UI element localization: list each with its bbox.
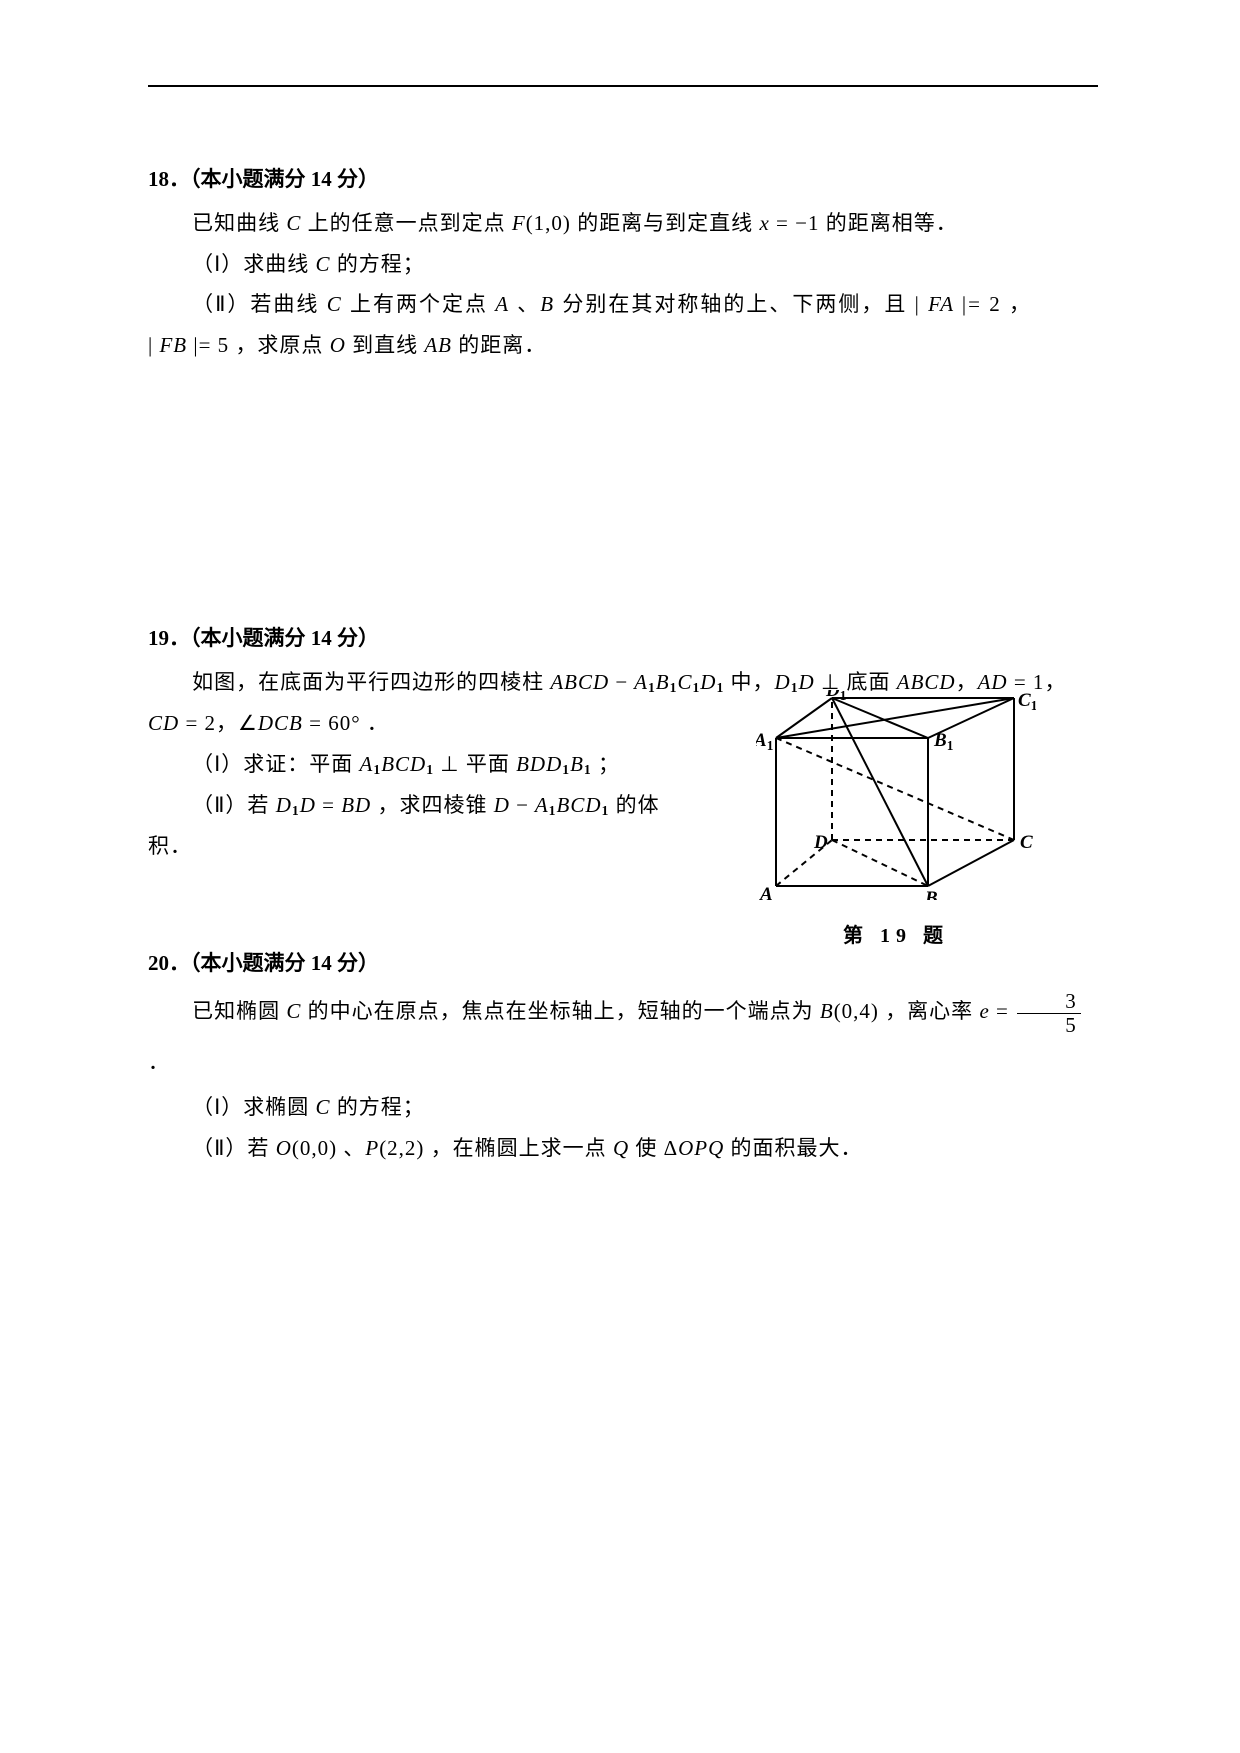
text: ，求四棱锥 (371, 793, 494, 817)
text: （Ⅰ）求椭圆 (192, 1095, 315, 1119)
p20-part1: （Ⅰ）求椭圆 C 的方程； (148, 1087, 1098, 1128)
math-P22: P(2,2) (365, 1136, 424, 1160)
text: （Ⅰ）求曲线 (192, 252, 315, 276)
math-B04: B(0,4) (820, 999, 879, 1023)
problem-19-header: 19．（本小题满分 14 分） (148, 622, 1098, 656)
text: 分别在其对称轴的上、下两侧，且 (555, 292, 915, 316)
problem-points: （本小题满分 14 分） (190, 167, 379, 191)
text: ． (148, 1050, 170, 1074)
math-C: C (327, 292, 343, 316)
text: 的方程； (331, 252, 425, 276)
math-C: C (286, 999, 301, 1023)
math-O: O (330, 333, 346, 357)
math-BDD1B1: BDD1B1 (516, 752, 592, 776)
p18-part2: （Ⅱ）若曲线 C 上有两个定点 A 、B 分别在其对称轴的上、下两侧，且 | F… (148, 284, 1098, 325)
svg-text:C: C (1020, 832, 1033, 853)
text: （Ⅱ）若曲线 (192, 292, 327, 316)
p20-part2: （Ⅱ）若 O(0,0) 、P(2,2) ，在椭圆上求一点 Q 使 ΔOPQ 的面… (148, 1128, 1098, 1169)
text: ，在椭圆上求一点 (424, 1136, 613, 1160)
text: 已知椭圆 (192, 999, 286, 1023)
svg-text:D: D (813, 832, 828, 853)
fraction-3-5: 35 (1017, 991, 1081, 1036)
text: ． (361, 711, 389, 735)
text: 的方程； (331, 1095, 425, 1119)
math-FB: | FB |= 5 (148, 333, 229, 357)
math-angle: ∠DCB = 60° (238, 711, 361, 735)
svg-text:A1: A1 (756, 730, 773, 753)
p19-part2: （Ⅱ）若 D1D = BD ，求四棱锥 D − A1BCD1 的体积． (148, 785, 688, 867)
p19-part1: （Ⅰ）求证：平面 A1BCD1 ⊥ 平面 BDD1B1 ； (148, 744, 688, 785)
p18-line3: | FB |= 5 ，求原点 O 到直线 AB 的距离． (148, 325, 1098, 366)
svg-text:B1: B1 (933, 730, 953, 753)
denominator: 5 (1017, 1014, 1081, 1036)
figure-19-label: 第 19 题 (756, 919, 1036, 948)
text: 、 (337, 1136, 365, 1160)
text: 使 (629, 1136, 664, 1160)
math-F: F(1,0) (512, 211, 571, 235)
problem-20-body: 已知椭圆 C 的中心在原点，焦点在坐标轴上，短轴的一个端点为 B(0,4) ，离… (148, 986, 1098, 1169)
p18-part1: （Ⅰ）求曲线 C 的方程； (148, 244, 1098, 285)
problem-18-header: 18．（本小题满分 14 分） (148, 163, 1098, 197)
problem-points: （本小题满分 14 分） (190, 626, 379, 650)
problem-19: 19．（本小题满分 14 分） 如图，在底面为平行四边形的四棱柱 ABCD − … (148, 622, 1098, 866)
text: ，求原点 (229, 333, 330, 357)
math-C: C (316, 252, 331, 276)
p18-line1: 已知曲线 C 上的任意一点到定点 F(1,0) 的距离与到定直线 x = −1 … (148, 203, 1098, 244)
math-prism: ABCD − A1B1C1D1 (550, 670, 724, 694)
math-C: C (316, 1095, 331, 1119)
figure-19: D1C1A1B1DCAB 第 19 题 (756, 690, 1036, 948)
svg-text:B: B (924, 888, 938, 900)
math-D1DBD: D1D = BD (276, 793, 372, 817)
text: ， (1044, 670, 1066, 694)
math-e: e = (979, 999, 1015, 1023)
problem-points: （本小题满分 14 分） (190, 951, 379, 975)
text: ； (592, 752, 620, 776)
math-FA: | FA |= 2 (915, 292, 1002, 316)
text: 平面 (466, 752, 516, 776)
problem-18-body: 已知曲线 C 上的任意一点到定点 F(1,0) 的距离与到定直线 x = −1 … (148, 203, 1098, 367)
text: 到直线 (346, 333, 425, 357)
svg-text:C1: C1 (1018, 690, 1036, 713)
text: 的距离与到定直线 (571, 211, 760, 235)
text: 的距离相等． (819, 211, 957, 235)
math-CD2: CD = 2 (148, 711, 216, 735)
text: （Ⅱ）若 (192, 1136, 276, 1160)
math-Q: Q (613, 1136, 629, 1160)
svg-text:A: A (759, 884, 773, 900)
p20-line1: 已知椭圆 C 的中心在原点，焦点在坐标轴上，短轴的一个端点为 B(0,4) ，离… (148, 986, 1098, 1087)
math-directrix: x = −1 (759, 211, 819, 235)
text: 的距离． (452, 333, 546, 357)
figure-19-svg: D1C1A1B1DCAB (756, 690, 1036, 900)
text: 上的任意一点到定点 (301, 211, 512, 235)
problem-20: 20．（本小题满分 14 分） 已知椭圆 C 的中心在原点，焦点在坐标轴上，短轴… (148, 947, 1098, 1169)
math-C: C (286, 211, 301, 235)
text: （Ⅱ）若 (192, 793, 276, 817)
text: ， (1002, 292, 1032, 316)
numerator: 3 (1017, 991, 1081, 1014)
text: 、 (510, 292, 540, 316)
text: 已知曲线 (192, 211, 286, 235)
problem-18: 18．（本小题满分 14 分） 已知曲线 C 上的任意一点到定点 F(1,0) … (148, 163, 1098, 366)
text: 的面积最大． (724, 1136, 862, 1160)
math-A: A (495, 292, 510, 316)
top-rule (148, 85, 1098, 87)
problem-number: 20． (148, 951, 190, 975)
text: 的中心在原点，焦点在坐标轴上，短轴的一个端点为 (301, 999, 820, 1023)
text: （Ⅰ）求证：平面 (192, 752, 359, 776)
text: ，离心率 (879, 999, 980, 1023)
problem-20-header: 20．（本小题满分 14 分） (148, 947, 1098, 981)
problem-number: 19． (148, 626, 190, 650)
text: 上有两个定点 (343, 292, 496, 316)
text: ， (216, 711, 238, 735)
math-O00: O(0,0) (276, 1136, 337, 1160)
problem-number: 18． (148, 167, 190, 191)
math-OPQ: ΔOPQ (664, 1136, 725, 1160)
math-AB: AB (424, 333, 452, 357)
math-pyramid: D − A1BCD1 (494, 793, 610, 817)
text: 如图，在底面为平行四边形的四棱柱 (192, 670, 550, 694)
math-A1BCD1: A1BCD1 (360, 752, 434, 776)
page-content: 18．（本小题满分 14 分） 已知曲线 C 上的任意一点到定点 F(1,0) … (148, 85, 1098, 1197)
math-B: B (540, 292, 555, 316)
perp: ⊥ (440, 752, 459, 776)
